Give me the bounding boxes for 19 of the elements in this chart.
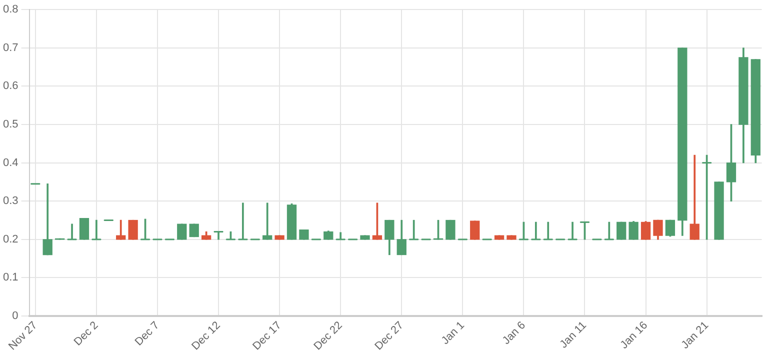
y-tick-label: 0.5 xyxy=(2,118,18,131)
x-tick-label: Jan 21 xyxy=(679,319,712,352)
y-tick-label: 0.8 xyxy=(2,4,18,16)
y-tick-label: 0.2 xyxy=(2,233,18,246)
x-tick-label: Dec 27 xyxy=(372,319,406,353)
y-tick-label: 0.7 xyxy=(2,42,18,54)
x-tick-label: Dec 17 xyxy=(250,319,284,353)
x-tick-label: Dec 7 xyxy=(132,319,162,348)
x-tick-label: Dec 22 xyxy=(312,319,345,353)
y-tick-label: 0.1 xyxy=(2,272,18,284)
x-tick-label: Jan 6 xyxy=(500,319,528,347)
x-tick-label: Jan 1 xyxy=(439,319,467,347)
y-tick-label: 0.6 xyxy=(2,80,18,92)
x-tick-label: Jan 16 xyxy=(618,319,650,352)
y-tick-label: 0.4 xyxy=(2,156,18,169)
x-tick-label: Dec 2 xyxy=(72,319,101,348)
x-tick-label: Jan 11 xyxy=(558,319,590,351)
x-tick-label: Dec 12 xyxy=(190,319,223,353)
y-tick-label: 0.3 xyxy=(2,195,18,208)
